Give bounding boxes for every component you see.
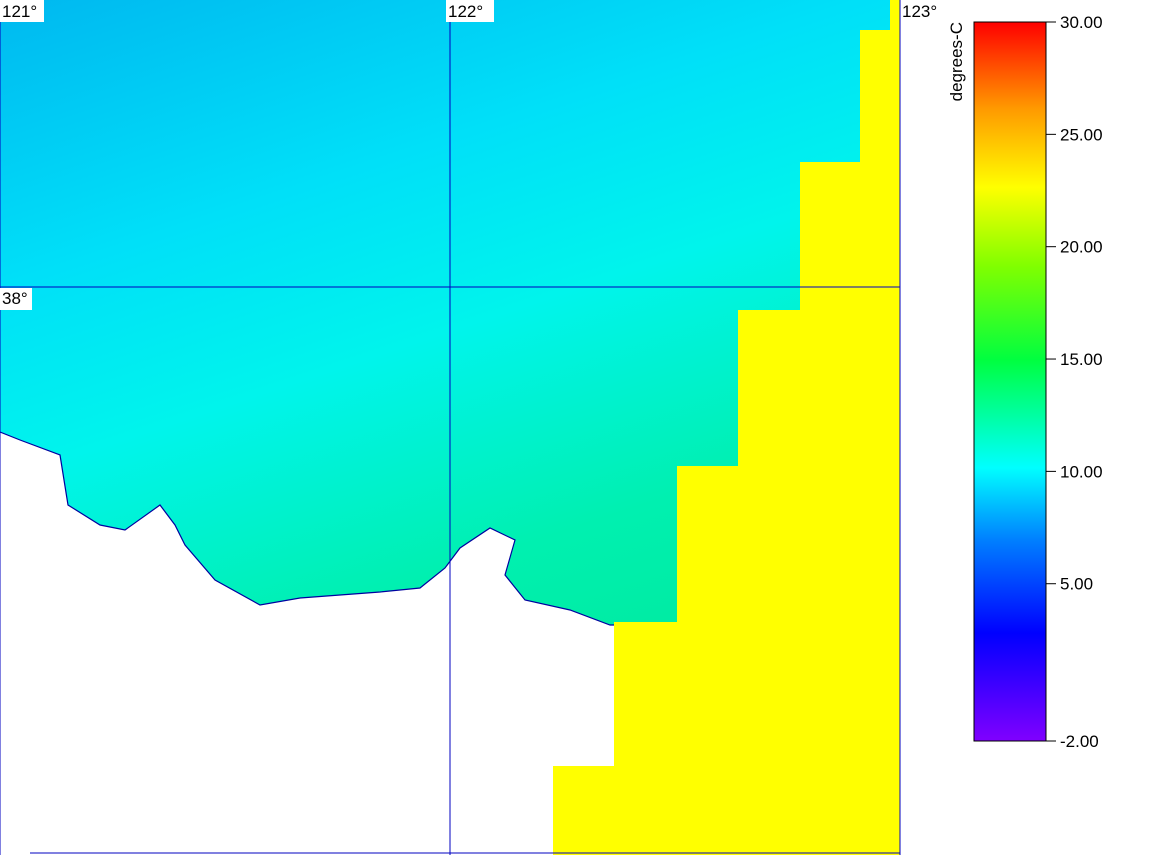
- colorbar-tick-label: 30.00: [1060, 13, 1103, 32]
- lon-label: 123°: [902, 2, 937, 21]
- colorbar-tick-label: 15.00: [1060, 350, 1103, 369]
- map-area: 121° 122° 123° 38°: [0, 0, 937, 855]
- colorbar-ramp: [973, 21, 1047, 742]
- lon-label: 121°: [2, 2, 37, 21]
- colorbar-tick-label: 25.00: [1060, 125, 1103, 144]
- colorbar-tick-label: 5.00: [1060, 575, 1093, 594]
- lon-label: 122°: [448, 2, 483, 21]
- colorbar-tick-label: 10.00: [1060, 462, 1103, 481]
- colorbar-tick-label: 20.00: [1060, 238, 1103, 257]
- colorbar: degrees-C 30.00 25.00 20.00 15.00 10.00 5.00 -…: [947, 13, 1103, 751]
- label-bg: [0, 0, 44, 22]
- colorbar-tick-label: -2.00: [1060, 732, 1099, 751]
- colorbar-unit: degrees-C: [947, 22, 966, 101]
- label-bg: [0, 288, 32, 310]
- masked-region: [553, 0, 900, 855]
- label-bg: [446, 0, 494, 22]
- lat-label: 38°: [2, 289, 28, 308]
